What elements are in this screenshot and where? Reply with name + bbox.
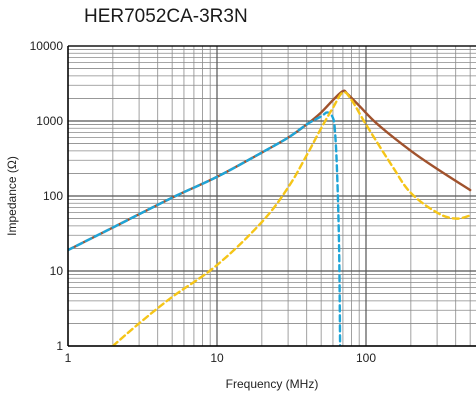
chart-title: HER7052CA-3R3N — [84, 6, 248, 27]
y-tick-label: 1 — [56, 339, 63, 353]
x-axis-label: Frequency (MHz) — [226, 377, 319, 391]
series-group — [68, 89, 472, 346]
y-axis-label: Impedance (Ω) — [5, 156, 19, 236]
x-tick-label: 10 — [210, 351, 224, 365]
y-tick-label: 100 — [43, 189, 63, 203]
x-tick-label: 1 — [65, 351, 72, 365]
series-line-1 — [68, 89, 472, 252]
y-tick-label: 10 — [50, 264, 64, 278]
y-tick-label: 10000 — [30, 39, 64, 53]
series-line-2 — [68, 111, 342, 346]
x-tick-label: 100 — [356, 351, 376, 365]
y-tick-label: 1000 — [36, 114, 63, 128]
series-line-3 — [111, 90, 472, 346]
tick-labels: 1 10 100 1 10 100 1000 10000 — [30, 39, 377, 365]
axes — [67, 45, 476, 347]
